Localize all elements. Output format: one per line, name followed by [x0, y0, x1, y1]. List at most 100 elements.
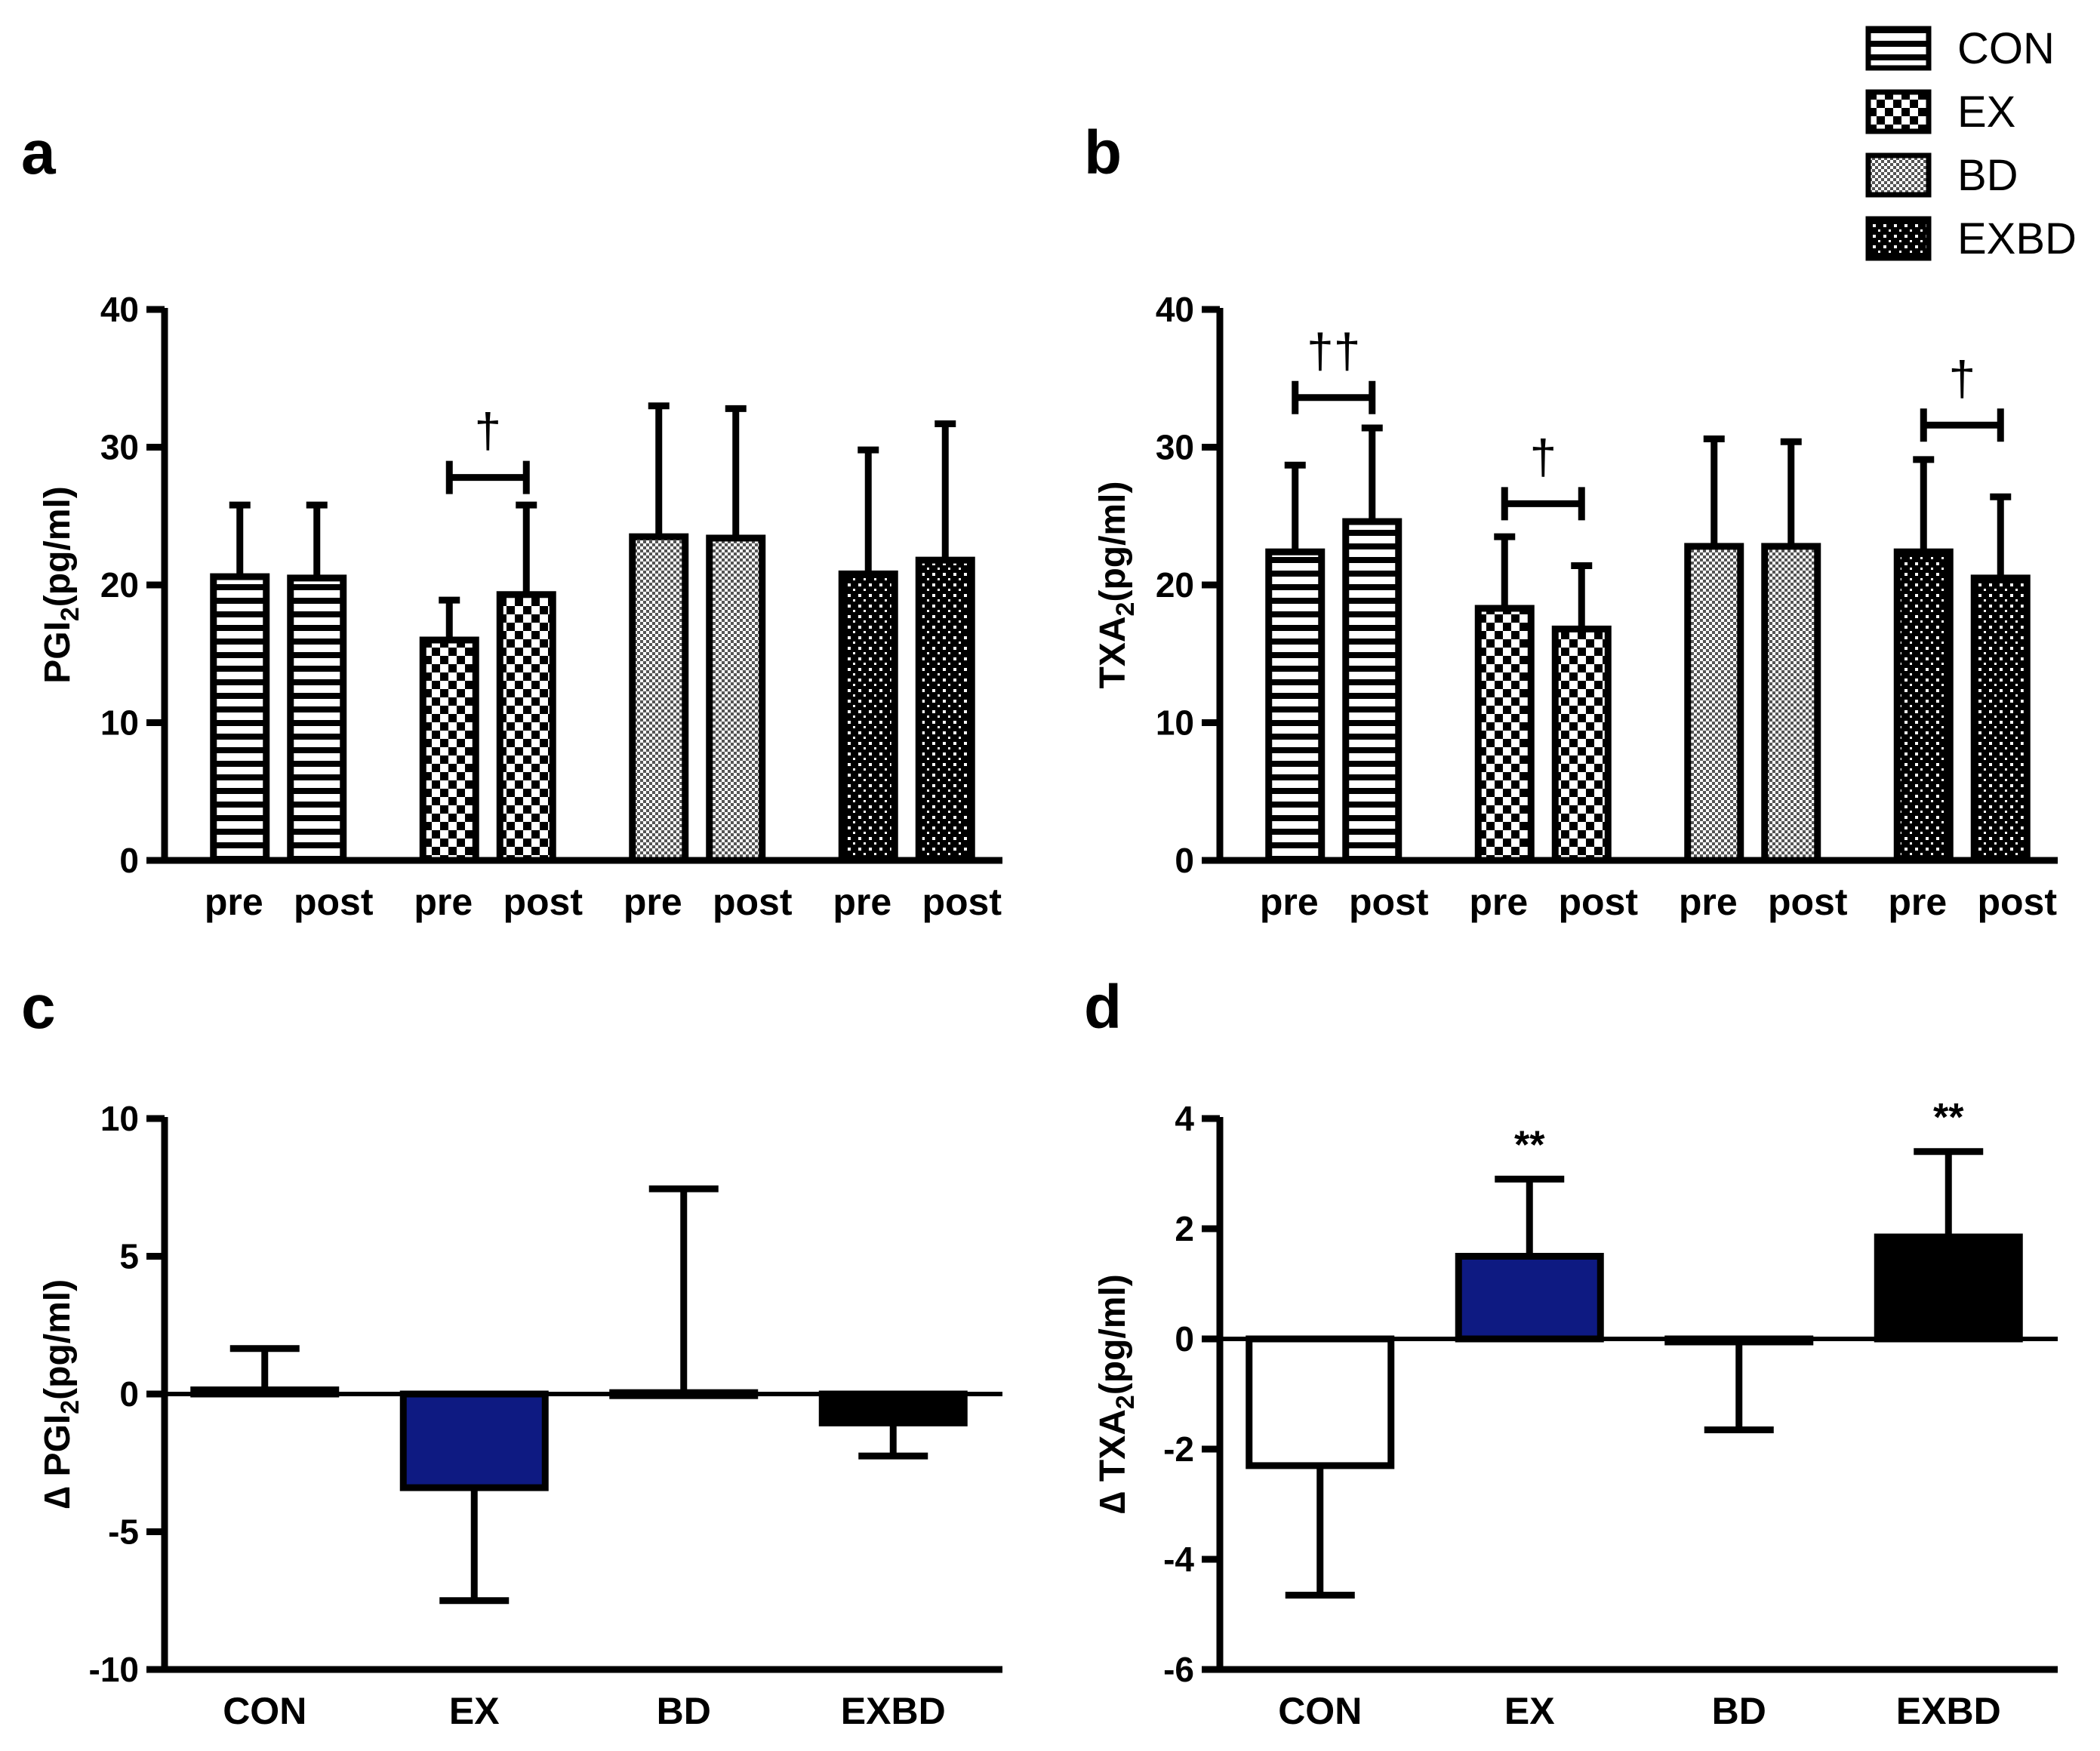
bar-a-exbd-pre: [838, 570, 898, 864]
bar-b-con-post: [1342, 518, 1403, 864]
y-tick-label-a-1: 10: [100, 703, 139, 743]
y-axis-label-main: PGI: [38, 621, 78, 684]
bar-b-bd-post: [1761, 543, 1821, 864]
bar-a-ex-pre: [419, 636, 479, 864]
x-label-b-ex-pre: pre: [1469, 881, 1528, 923]
y-axis-label-c: ∆ PGI2(pg/ml): [38, 1279, 85, 1509]
bar-d-ex: [1455, 1253, 1604, 1343]
panel-letter-b: b: [1084, 118, 1122, 187]
y-tick-label-a-4: 40: [100, 290, 139, 329]
bar-a-ex-post: [496, 591, 556, 864]
x-label-b-con-pre: pre: [1260, 881, 1319, 923]
y-axis-label-main: TXA: [1093, 616, 1133, 688]
x-label-a-bd-post: post: [713, 881, 793, 923]
y-axis-label-d: ∆ TXA2(pg/ml): [1093, 1274, 1140, 1514]
bar-a-exbd-post: [915, 556, 975, 864]
y-axis-label-unit: (pg/ml): [38, 1279, 78, 1400]
y-axis-label-b: TXA2(pg/ml): [1093, 482, 1140, 689]
x-label-a-con-pre: pre: [205, 881, 263, 923]
x-label-c-ex: EX: [449, 1690, 500, 1732]
x-label-d-exbd: EXBD: [1896, 1690, 2001, 1732]
y-axis-label-subscript: 2: [1111, 602, 1140, 617]
x-label-a-con-post: post: [294, 881, 374, 923]
legend-label-bd: BD: [1957, 151, 2018, 200]
y-tick-label-c-0: -10: [89, 1650, 139, 1689]
y-tick-label-c-3: 5: [119, 1237, 139, 1276]
bar-a-bd-post: [706, 534, 766, 864]
x-label-b-exbd-post: post: [1977, 881, 2057, 923]
y-axis-label-a: PGI2(pg/ml): [38, 486, 85, 684]
x-label-c-con: CON: [223, 1690, 306, 1732]
y-axis-label-unit: (pg/ml): [1093, 1274, 1133, 1395]
x-label-a-ex-pre: pre: [414, 881, 473, 923]
y-tick-label-d-2: -2: [1163, 1429, 1194, 1469]
legend-swatch-ex: [1865, 89, 1932, 134]
x-label-b-bd-pre: pre: [1679, 881, 1738, 923]
y-tick-label-b-1: 10: [1156, 703, 1194, 743]
y-tick-label-b-3: 30: [1156, 428, 1194, 467]
sig-symbol-b-0: ††: [1307, 324, 1360, 378]
panel-letter-a: a: [21, 118, 57, 187]
y-tick-label-a-3: 30: [100, 428, 139, 467]
y-tick-label-b-2: 20: [1156, 565, 1194, 605]
x-label-b-con-post: post: [1349, 881, 1429, 923]
sig-symbol-d-0: **: [1514, 1123, 1545, 1167]
y-axis-label-unit: (pg/ml): [38, 486, 78, 607]
y-tick-label-d-1: -4: [1163, 1540, 1194, 1579]
bar-a-con-post: [287, 574, 347, 864]
panel-letter-d: d: [1084, 973, 1122, 1042]
bar-b-ex-pre: [1474, 605, 1535, 864]
x-label-a-bd-pre: pre: [624, 881, 682, 923]
x-label-c-exbd: EXBD: [841, 1690, 946, 1732]
y-tick-label-c-1: -5: [108, 1513, 139, 1552]
sig-symbol-d-1: **: [1933, 1096, 1964, 1140]
y-tick-label-a-2: 20: [100, 565, 139, 605]
y-tick-label-d-0: -6: [1163, 1650, 1194, 1689]
y-tick-label-b-0: 0: [1175, 841, 1194, 880]
bar-b-bd-pre: [1684, 543, 1744, 864]
y-tick-label-d-5: 4: [1175, 1099, 1194, 1138]
bar-c-exbd: [818, 1390, 968, 1426]
x-label-c-bd: BD: [657, 1690, 711, 1732]
y-axis-label-main: ∆ PGI: [38, 1414, 78, 1509]
y-tick-label-a-0: 0: [119, 841, 139, 880]
x-label-b-bd-post: post: [1768, 881, 1848, 923]
bar-a-con-pre: [210, 573, 270, 864]
x-label-b-ex-post: post: [1558, 881, 1638, 923]
legend-swatch-con: [1865, 26, 1932, 71]
legend-swatch-exbd: [1865, 216, 1932, 261]
bar-a-bd-pre: [629, 533, 689, 864]
y-tick-label-d-3: 0: [1175, 1319, 1194, 1359]
x-label-d-bd: BD: [1712, 1690, 1766, 1732]
x-label-b-exbd-pre: pre: [1888, 881, 1947, 923]
y-tick-label-d-4: 2: [1175, 1209, 1194, 1248]
sig-symbol-b-2: †: [1948, 351, 1975, 405]
legend-label-exbd: EXBD: [1957, 214, 2077, 263]
panel-letter-c: c: [21, 973, 56, 1042]
legend-swatch-bd: [1865, 152, 1932, 198]
x-label-a-ex-post: post: [503, 881, 583, 923]
y-axis-label-subscript: 2: [56, 1400, 85, 1414]
y-tick-label-c-2: 0: [119, 1374, 139, 1414]
legend-label-ex: EX: [1957, 88, 2015, 137]
x-label-d-ex: EX: [1504, 1690, 1555, 1732]
y-axis-label-subscript: 2: [56, 607, 85, 621]
bar-b-ex-post: [1551, 625, 1612, 864]
bar-b-con-pre: [1265, 548, 1326, 864]
y-tick-label-b-4: 40: [1156, 290, 1194, 329]
bar-b-exbd-pre: [1893, 548, 1954, 864]
y-tick-label-c-4: 10: [100, 1099, 139, 1138]
y-axis-label-main: ∆ TXA: [1093, 1409, 1133, 1514]
bar-b-exbd-post: [1970, 574, 2031, 864]
x-label-a-exbd-pre: pre: [833, 881, 891, 923]
y-axis-label-unit: (pg/ml): [1093, 482, 1133, 602]
bar-d-exbd: [1874, 1233, 2023, 1343]
x-label-a-exbd-post: post: [922, 881, 1002, 923]
